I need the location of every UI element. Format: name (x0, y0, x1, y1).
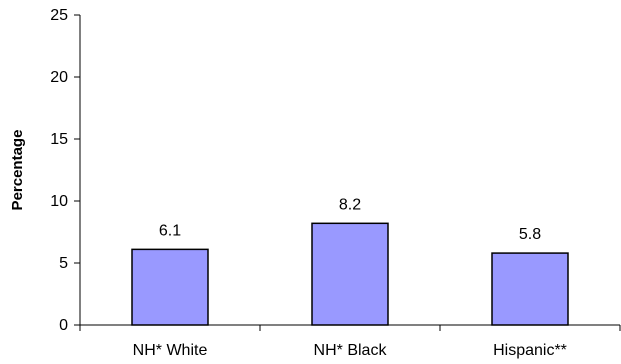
bar-value-label: 8.2 (339, 196, 361, 213)
y-tick-label: 25 (50, 7, 68, 24)
y-tick-label: 15 (50, 131, 68, 148)
x-category-label: Hispanic** (493, 342, 567, 359)
x-category-label: NH* White (133, 342, 208, 359)
y-tick-label: 5 (59, 255, 68, 272)
bar (311, 222, 389, 326)
x-ticks-layer: NH* White NH* Black Hispanic** (79, 325, 621, 359)
bar (491, 252, 569, 326)
y-tick-label: 20 (50, 69, 68, 86)
axes-layer (79, 15, 620, 326)
data-labels-layer: 6.1 8.2 5.8 (159, 196, 541, 243)
y-axis-title: Percentage (9, 130, 26, 211)
bar-value-label: 5.8 (519, 226, 541, 243)
y-tick-label: 0 (59, 317, 68, 334)
bar (131, 248, 209, 326)
x-category-label: NH* Black (314, 342, 388, 359)
y-tick-label: 10 (50, 193, 68, 210)
bars-layer (131, 222, 569, 326)
y-ticks-layer: 0 5 10 15 20 25 (50, 7, 80, 334)
bar-value-label: 6.1 (159, 222, 181, 239)
